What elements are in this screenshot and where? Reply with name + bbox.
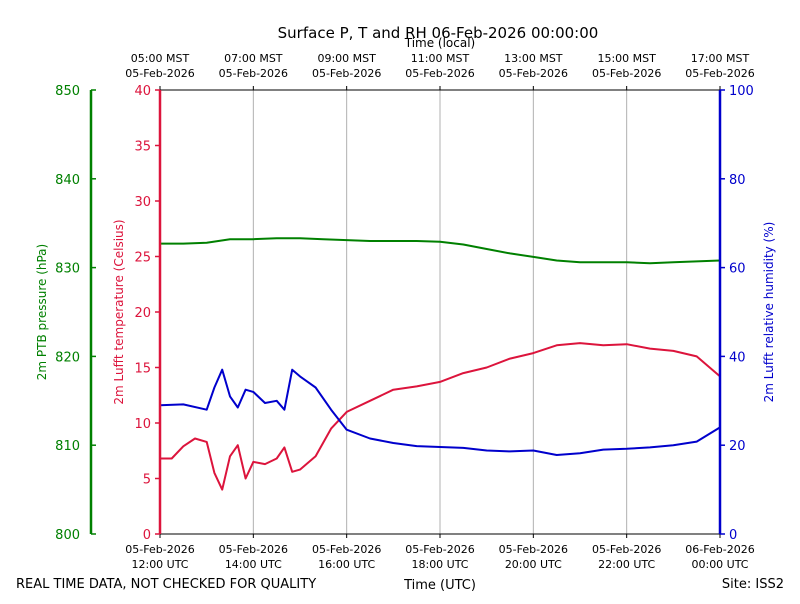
x-tick-label-bottom-time: 22:00 UTC: [598, 558, 655, 571]
temperature-tick-label: 30: [134, 195, 151, 210]
x-tick-label-bottom-date: 05-Feb-2026: [312, 543, 381, 556]
temperature-tick-label: 0: [143, 528, 151, 543]
x-tick-label-top-time: 09:00 MST: [317, 52, 376, 65]
x-tick-label-top-date: 05-Feb-2026: [499, 67, 568, 80]
temperature-tick-label: 15: [134, 362, 151, 377]
x-tick-label-bottom-date: 05-Feb-2026: [499, 543, 568, 556]
pressure-tick-label: 810: [55, 439, 80, 454]
pressure-series-line: [160, 237, 721, 265]
humidity-tick-label: 20: [729, 439, 746, 454]
x-tick-label-bottom-date: 05-Feb-2026: [125, 543, 194, 556]
x-tick-label-top-date: 05-Feb-2026: [312, 67, 381, 80]
x-tick-label-bottom-date: 05-Feb-2026: [405, 543, 474, 556]
quality-disclaimer: REAL TIME DATA, NOT CHECKED FOR QUALITY: [16, 577, 316, 592]
humidity-tick-label: 80: [729, 173, 746, 188]
x-tick-label-top-date: 05-Feb-2026: [219, 67, 288, 80]
x-tick-label-top-date: 05-Feb-2026: [592, 67, 661, 80]
x-tick-label-top-date: 05-Feb-2026: [685, 67, 754, 80]
pressure-tick-label: 800: [55, 528, 80, 543]
axis-ticks: 05-Feb-2026 12:00 UTC 05-Feb-2026 14:00 UTC…: [55, 52, 755, 571]
x-tick-label-bottom-time: 16:00 UTC: [318, 558, 375, 571]
humidity-tick-label: 40: [729, 350, 746, 365]
temperature-tick-label: 5: [143, 473, 151, 488]
humidity-series-line: [159, 368, 721, 456]
x-tick-label-top-time: 11:00 MST: [411, 52, 470, 65]
series-layer: [159, 237, 721, 491]
pressure-tick-label: 820: [55, 350, 80, 365]
temperature-tick-label: 40: [134, 84, 151, 99]
x-tick-label-bottom-time: 18:00 UTC: [411, 558, 468, 571]
x-tick-label-top-time: 17:00 MST: [691, 52, 750, 65]
x-tick-label-top-date: 05-Feb-2026: [405, 67, 474, 80]
pressure-tick-label: 840: [55, 173, 80, 188]
x-tick-label-top-time: 15:00 MST: [597, 52, 656, 65]
x-tick-label-bottom-time: 20:00 UTC: [505, 558, 562, 571]
pressure-axis-label: 2m PTB pressure (hPa): [35, 244, 49, 380]
bottom-axis-label: Time (UTC): [403, 578, 476, 593]
x-tick-label-bottom-date: 05-Feb-2026: [219, 543, 288, 556]
x-tick-label-top-time: 07:00 MST: [224, 52, 283, 65]
temperature-tick-label: 10: [134, 417, 151, 432]
temperature-axis-label: 2m Lufft temperature (Celsius): [112, 219, 126, 404]
x-tick-label-bottom-time: 14:00 UTC: [225, 558, 282, 571]
x-tick-label-top-time: 05:00 MST: [131, 52, 190, 65]
x-tick-label-top-time: 13:00 MST: [504, 52, 563, 65]
x-tick-label-bottom-date: 06-Feb-2026: [685, 543, 754, 556]
pressure-tick-label: 850: [55, 84, 80, 99]
temperature-tick-label: 25: [134, 251, 151, 266]
x-tick-label-bottom-time: 12:00 UTC: [131, 558, 188, 571]
temperature-tick-label: 20: [134, 306, 151, 321]
x-tick-label-bottom-time: 00:00 UTC: [691, 558, 748, 571]
grid-lines: [252, 90, 628, 534]
temperature-tick-label: 35: [134, 140, 151, 155]
x-tick-label-bottom-date: 05-Feb-2026: [592, 543, 661, 556]
humidity-tick-label: 100: [729, 84, 754, 99]
chart-title: Surface P, T and RH 06-Feb-2026 00:00:00: [278, 24, 599, 42]
humidity-tick-label: 60: [729, 262, 746, 277]
humidity-axis-label: 2m Lufft relative humidity (%): [762, 222, 776, 403]
humidity-tick-label: 0: [729, 528, 737, 543]
temperature-series-line: [160, 342, 721, 491]
pressure-tick-label: 830: [55, 262, 80, 277]
x-tick-label-top-date: 05-Feb-2026: [125, 67, 194, 80]
top-axis-label: Time (local): [404, 36, 476, 50]
site-label: Site: ISS2: [722, 577, 784, 592]
